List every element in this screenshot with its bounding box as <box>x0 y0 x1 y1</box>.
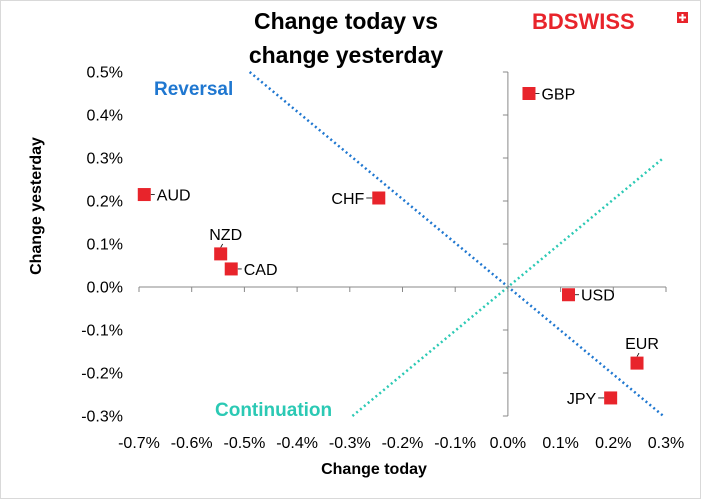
x-tick-label: -0.3% <box>329 435 371 452</box>
reference-lines <box>248 71 665 417</box>
data-points <box>137 87 644 405</box>
x-tick-labels: -0.7% -0.6% -0.5% -0.4% -0.3% -0.2% -0.1% 0.0% 0… <box>118 435 684 452</box>
y-tick-label: 0.0% <box>87 280 123 297</box>
point-label-nzd: NZD <box>209 227 242 244</box>
axes <box>138 71 667 417</box>
x-tick-label: -0.4% <box>276 435 318 452</box>
y-tick-label: -0.3% <box>81 409 123 426</box>
point-label-jpy: JPY <box>567 391 597 408</box>
point-label-usd: USD <box>581 288 615 305</box>
x-tick-label: -0.2% <box>382 435 424 452</box>
y-tick-label: 0.1% <box>87 237 123 254</box>
data-point-usd <box>562 288 576 302</box>
logo-text: BDSWISS <box>532 9 635 34</box>
data-point-cad <box>224 262 238 276</box>
logo-part-2: SWISS <box>564 9 635 34</box>
chart-title-line-1: Change today vs <box>254 8 438 34</box>
data-point-labels: GBP AUD CHF NZD CAD USD EUR JPY <box>157 87 659 408</box>
x-tick-label: 0.1% <box>542 435 578 452</box>
x-axis-label: Change today <box>321 461 427 478</box>
data-point-gbp <box>522 87 536 100</box>
label-leader-lines <box>150 93 640 399</box>
y-tick-label: 0.4% <box>87 108 123 125</box>
swiss-cross-icon <box>679 14 686 21</box>
leader-line-eur <box>636 352 640 357</box>
data-point-eur <box>630 356 644 370</box>
data-point-nzd <box>214 247 228 261</box>
brand-logo: BDSWISS <box>532 9 688 34</box>
x-tick-label: -0.1% <box>434 435 476 452</box>
leader-line-nzd <box>220 243 224 248</box>
y-tick-labels: 0.5% 0.4% 0.3% 0.2% 0.1% 0.0% -0.1% -0.2% -0.3% <box>81 65 123 426</box>
point-label-aud: AUD <box>157 188 191 205</box>
y-tick-label: 0.3% <box>87 151 123 168</box>
point-label-gbp: GBP <box>541 87 575 104</box>
point-label-cad: CAD <box>244 262 278 279</box>
continuation-annotation: Continuation <box>215 400 332 421</box>
data-point-jpy <box>604 391 618 405</box>
y-axis-label: Change yesterday <box>28 137 45 275</box>
data-point-chf <box>372 191 386 205</box>
reference-line-continuation <box>351 157 665 417</box>
y-tick-label: -0.1% <box>81 323 123 340</box>
chart-title-line-2: change yesterday <box>249 42 444 68</box>
y-tick-label: 0.5% <box>87 65 123 82</box>
point-label-chf: CHF <box>331 191 364 208</box>
point-label-eur: EUR <box>625 336 659 353</box>
logo-part-1: BD <box>532 9 564 34</box>
x-tick-label: 0.3% <box>648 435 684 452</box>
y-tick-label: 0.2% <box>87 194 123 211</box>
x-tick-label: 0.2% <box>595 435 631 452</box>
y-tick-label: -0.2% <box>81 366 123 383</box>
x-tick-label: 0.0% <box>490 435 526 452</box>
reversal-annotation: Reversal <box>154 79 233 100</box>
x-tick-label: -0.5% <box>224 435 266 452</box>
x-tick-label: -0.6% <box>171 435 213 452</box>
reference-line-reversal <box>248 71 665 417</box>
x-tick-label: -0.7% <box>118 435 160 452</box>
data-point-aud <box>137 188 151 202</box>
